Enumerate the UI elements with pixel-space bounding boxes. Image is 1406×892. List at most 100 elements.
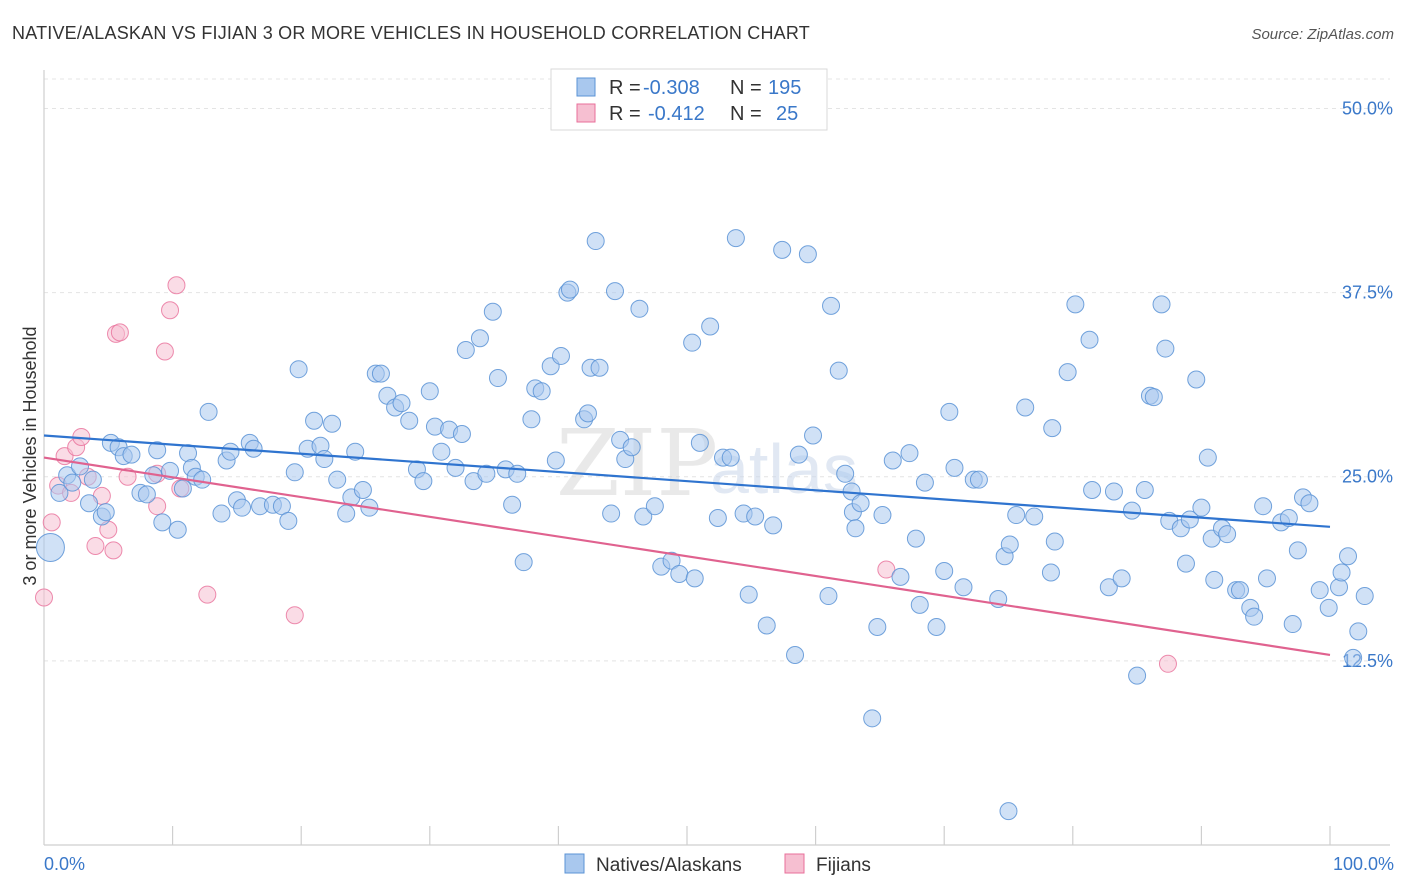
axes: [43, 70, 1390, 846]
natives-point: [1205, 570, 1224, 589]
natives-point: [819, 587, 838, 606]
natives-point: [670, 564, 689, 583]
natives-point: [193, 470, 212, 489]
natives-point: [836, 464, 855, 483]
natives-point: [683, 333, 702, 352]
fijians-point: [161, 301, 180, 320]
natives-point: [1279, 508, 1298, 527]
natives-point: [1099, 578, 1118, 597]
natives-point: [503, 495, 522, 514]
natives-point: [1007, 506, 1026, 525]
natives-point: [773, 240, 792, 259]
natives-point: [868, 617, 887, 636]
natives-point: [233, 498, 252, 517]
chart-title: NATIVE/ALASKAN VS FIJIAN 3 OR MORE VEHIC…: [12, 23, 810, 43]
natives-point: [1230, 581, 1249, 600]
y-tick-label: 37.5%: [1342, 283, 1393, 303]
natives-point: [1339, 547, 1358, 566]
natives-point: [50, 483, 69, 502]
natives-point: [891, 567, 910, 586]
natives-point: [935, 562, 954, 581]
fijians-trend-line: [43, 456, 1331, 657]
natives-point: [945, 458, 964, 477]
natives-point: [1045, 532, 1064, 551]
natives-point: [96, 503, 115, 522]
fijians-point: [285, 606, 304, 625]
natives-point: [1058, 363, 1077, 382]
natives-point: [1083, 480, 1102, 499]
x-ticks: [172, 826, 1331, 845]
natives-point: [35, 532, 65, 562]
fijians-point: [110, 323, 129, 342]
natives-point: [522, 410, 541, 429]
natives-point: [746, 507, 765, 526]
legend-n-value-natives: 195: [768, 77, 801, 99]
natives-point: [285, 463, 304, 482]
natives-point: [829, 361, 848, 380]
natives-point: [137, 485, 156, 504]
natives-point: [690, 433, 709, 452]
legend-r-value-natives: -0.308: [643, 77, 700, 99]
natives-point: [969, 470, 988, 489]
natives-point: [915, 473, 934, 492]
natives-point: [940, 402, 959, 421]
natives-point: [1192, 498, 1211, 517]
natives-point: [212, 504, 231, 523]
y-tick-label: 25.0%: [1342, 467, 1393, 487]
natives-point: [590, 358, 609, 377]
natives-point: [883, 451, 902, 470]
natives-point: [822, 296, 841, 315]
natives-point: [739, 585, 758, 604]
natives-point: [1016, 398, 1035, 417]
fijians-point: [198, 585, 217, 604]
natives-point: [161, 461, 180, 480]
natives-point: [346, 442, 365, 461]
natives-point: [1310, 581, 1329, 600]
natives-point: [420, 382, 439, 401]
legend-box: [550, 68, 828, 131]
natives-point: [532, 382, 551, 401]
natives-point: [1254, 497, 1273, 516]
bottom-legend: Natives/Alaskans Fijians: [564, 853, 871, 876]
natives-point: [148, 441, 167, 460]
fijians-point: [42, 513, 61, 532]
natives-point: [1000, 535, 1019, 554]
legend-n-label-fijians: N =: [730, 103, 762, 125]
natives-point: [622, 438, 641, 457]
fijians-point: [167, 276, 186, 295]
natives-point: [456, 341, 475, 360]
natives-point: [80, 494, 99, 513]
natives-point: [999, 802, 1018, 821]
natives-point: [954, 578, 973, 597]
y-axis-label: 3 or more Vehicles in Household: [20, 326, 40, 585]
natives-point: [1025, 507, 1044, 526]
natives-point: [305, 411, 324, 430]
natives-point: [173, 479, 192, 498]
natives-point: [1176, 554, 1195, 573]
bottom-legend-swatch-natives: [564, 853, 585, 874]
legend-r-label-natives: R =: [609, 77, 641, 99]
natives-point: [1257, 569, 1276, 588]
natives-point: [477, 464, 496, 483]
fijians-point: [1158, 654, 1177, 673]
natives-point: [605, 282, 624, 301]
natives-point: [392, 394, 411, 413]
natives-point: [244, 439, 263, 458]
natives-point: [289, 360, 308, 379]
natives-point: [1300, 494, 1319, 513]
natives-point: [701, 317, 720, 336]
natives-point: [1218, 525, 1237, 544]
y-tick-label: 50.0%: [1342, 98, 1393, 118]
natives-point: [446, 458, 465, 477]
natives-point: [432, 442, 451, 461]
natives-point: [1152, 295, 1171, 314]
bottom-legend-swatch-fijians: [784, 853, 805, 874]
natives-point: [1355, 587, 1374, 606]
natives-point: [1112, 569, 1131, 588]
bottom-legend-fijians: Fijians: [816, 855, 871, 876]
natives-point: [851, 494, 870, 513]
natives-point: [1180, 510, 1199, 529]
natives-point: [279, 511, 298, 530]
natives-point: [483, 302, 502, 321]
